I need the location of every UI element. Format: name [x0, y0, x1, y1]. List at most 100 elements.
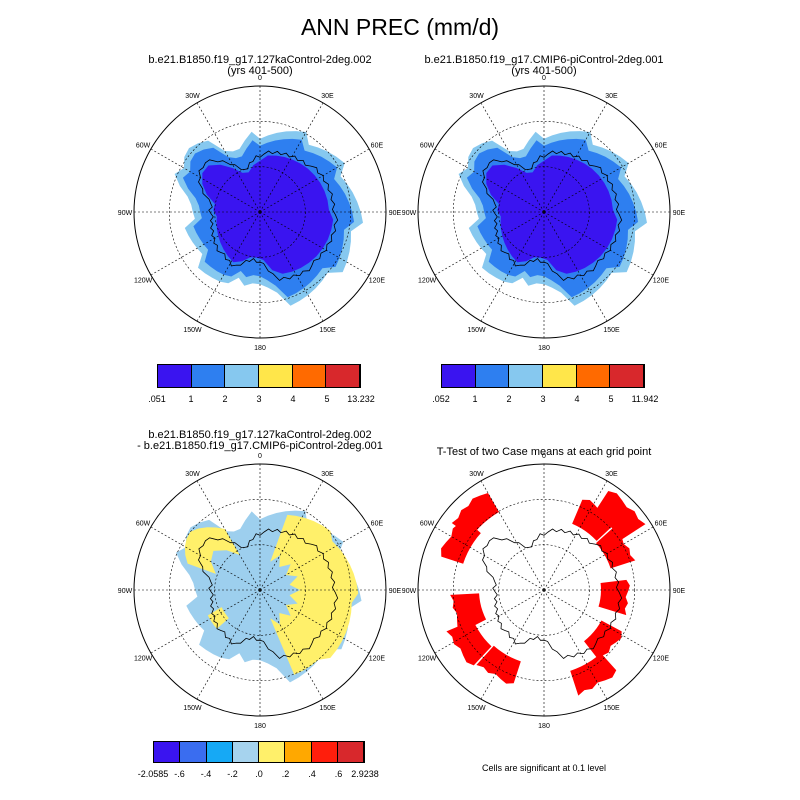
lon-label: 180	[538, 345, 550, 352]
lon-label: 30W	[185, 471, 200, 478]
map-boundary	[133, 85, 387, 339]
lon-label: 60W	[420, 521, 435, 528]
lon-label: 120E	[653, 278, 670, 285]
significant-cell-3	[584, 620, 622, 662]
colorbar-label: -.6	[174, 769, 185, 779]
colorbar-label: 1	[188, 394, 194, 404]
colorbar-label: -.2	[227, 769, 238, 779]
lon-label: 30E	[605, 93, 618, 100]
lon-label: 120W	[418, 656, 437, 663]
lon-label: 150E	[319, 705, 336, 712]
colorbar-swatch	[543, 365, 577, 387]
diff-positive-east	[270, 514, 359, 675]
significant-cell-1	[596, 527, 636, 569]
meridian-line	[150, 589, 261, 654]
colorbar-swatch	[225, 365, 260, 387]
lon-label: 0	[542, 75, 546, 82]
cb3-bar	[153, 741, 365, 763]
lon-label: 60W	[136, 143, 151, 150]
meridian-line	[543, 589, 654, 654]
lon-label: 30W	[469, 471, 484, 478]
colorbar-swatch	[259, 365, 293, 387]
lon-label: 180	[538, 723, 550, 730]
colorbar-label: .051	[148, 394, 166, 404]
lon-label: 90E	[673, 588, 686, 595]
meridian-line	[259, 589, 370, 654]
lon-label: 0	[258, 75, 262, 82]
lon-label: 120W	[418, 278, 437, 285]
colorbar-label: -2.0585	[137, 769, 169, 779]
colorbar-panel1: .051 1 2 3 4 5 13.232	[148, 364, 375, 404]
lon-label: 60E	[371, 521, 384, 528]
meridian-line	[543, 480, 608, 591]
lon-label: 180	[254, 723, 266, 730]
lon-label: 150W	[183, 705, 202, 712]
lon-label: 30W	[469, 93, 484, 100]
lon-label: 30E	[605, 471, 618, 478]
latitude-circle	[168, 498, 352, 682]
diff-positive-peninsula	[184, 527, 240, 574]
map-boundary	[417, 85, 671, 339]
meridian-line	[543, 589, 608, 700]
colorbar-swatch	[180, 742, 207, 762]
panel1-title-line2: (yrs 401-500)	[227, 65, 293, 77]
lon-label: 90E	[389, 588, 402, 595]
panel2-title-line2: (yrs 401-500)	[511, 65, 577, 77]
colorbar-label: 5	[608, 394, 614, 404]
colorbar-label: .0	[255, 769, 263, 779]
colorbar-swatch	[509, 365, 544, 387]
meridian-line	[480, 589, 545, 700]
meridian-line	[259, 211, 324, 322]
lon-label: 120E	[653, 656, 670, 663]
colorbar-label: -.4	[200, 769, 212, 779]
lon-label: 120E	[369, 278, 386, 285]
colorbar-swatch	[475, 365, 510, 387]
meridian-line	[150, 526, 261, 591]
colorbar-panel2: .052 1 2 3 4 5 11.942	[432, 364, 658, 404]
meridian-line	[196, 102, 261, 213]
significant-cell-7	[450, 593, 487, 632]
panel3-title-line2: - b.e21.B1850.f19_g17.CMIP6-piControl-2d…	[137, 440, 383, 452]
colorbar-label: 4	[290, 394, 296, 404]
lon-label: 90W	[402, 588, 417, 595]
map-fill-p3	[176, 510, 362, 683]
colorbar-label: 4	[574, 394, 580, 404]
map-fill-p4	[441, 491, 646, 696]
colorbar-label: 3	[540, 394, 546, 404]
meridian-line	[259, 102, 324, 213]
lon-label: 60E	[655, 521, 668, 528]
lon-label: 90E	[673, 210, 686, 217]
meridian-line	[259, 148, 370, 213]
lon-label: 150E	[319, 327, 336, 334]
meridian-line	[259, 480, 324, 591]
lon-label: 0	[258, 453, 262, 460]
colorbar-label: 5	[324, 394, 330, 404]
lon-label: 60W	[136, 521, 151, 528]
meridian-line	[434, 526, 545, 591]
meridian-line	[543, 211, 654, 276]
panel2-title: b.e21.B1850.f19_g17.CMIP6-piControl-2deg…	[394, 55, 694, 77]
colorbar-label: 13.232	[347, 394, 375, 404]
panel3-title-line1: b.e21.B1850.f19_g17.127kaControl-2deg.00…	[148, 429, 372, 441]
meridian-line	[196, 211, 261, 322]
colorbar-swatch	[259, 742, 286, 762]
lon-label: 90E	[389, 210, 402, 217]
meridian-line	[543, 211, 608, 322]
latitude-circle	[452, 498, 636, 682]
lon-label: 90W	[118, 588, 133, 595]
map-p4: 0 30E 60E 90E 120E 150E 180 150W 120W 90W 60W 30W	[402, 453, 686, 730]
map-p1: 0 30E 60E 90E 120E 150E 180 150W 120W 90W 60W 30W	[118, 75, 402, 352]
lon-label: 180	[254, 345, 266, 352]
latitude-circle	[168, 120, 352, 304]
colorbar-label: 2	[506, 394, 512, 404]
meridian-line	[196, 589, 261, 700]
precip-band-dark	[202, 155, 334, 274]
colorbar-swatch	[292, 365, 327, 387]
significant-cell-4	[570, 653, 617, 696]
colorbar-label: .6	[334, 769, 343, 779]
colorbar-swatch	[610, 365, 645, 387]
significant-cell-9	[451, 493, 499, 538]
colorbar-label: 2	[222, 394, 228, 404]
lon-label: 150W	[467, 705, 486, 712]
